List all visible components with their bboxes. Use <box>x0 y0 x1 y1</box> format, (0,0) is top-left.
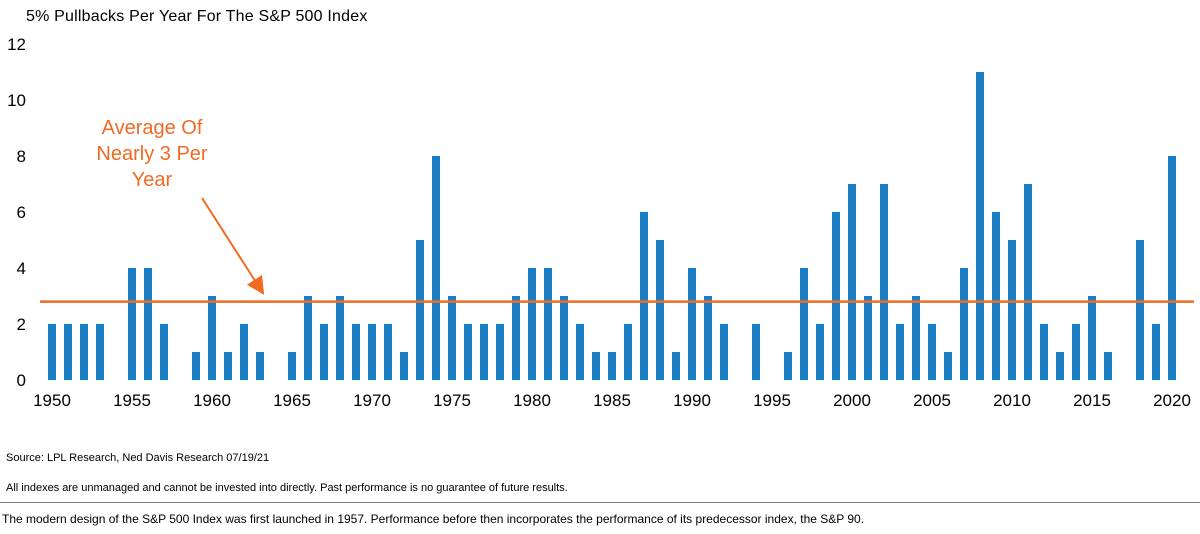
x-axis-label-1980: 1980 <box>513 391 551 410</box>
bar-1991 <box>704 296 712 380</box>
bar-1986 <box>624 324 632 380</box>
footer-divider <box>0 502 1200 503</box>
x-axis-label-1975: 1975 <box>433 391 471 410</box>
annotation-line-0: Average Of <box>102 117 203 139</box>
x-axis-label-2015: 2015 <box>1073 391 1111 410</box>
bar-1999 <box>832 212 840 380</box>
bar-2002 <box>880 184 888 380</box>
bar-1968 <box>336 296 344 380</box>
bar-2008 <box>976 72 984 380</box>
bar-2004 <box>912 296 920 380</box>
y-axis-label-2: 2 <box>17 315 26 334</box>
y-axis-label-4: 4 <box>17 259 26 278</box>
bar-1976 <box>464 324 472 380</box>
annotation-arrow <box>201 197 265 295</box>
bar-2010 <box>1008 240 1016 380</box>
source-text: Source: LPL Research, Ned Davis Research… <box>6 452 270 464</box>
bar-1982 <box>560 296 568 380</box>
y-axis-label-12: 12 <box>7 35 26 54</box>
bar-1967 <box>320 324 328 380</box>
bar-2016 <box>1104 352 1112 380</box>
bar-1992 <box>720 324 728 380</box>
bar-2015 <box>1088 296 1096 380</box>
x-axis-label-1970: 1970 <box>353 391 391 410</box>
bar-1978 <box>496 324 504 380</box>
bar-2001 <box>864 296 872 380</box>
bar-2005 <box>928 324 936 380</box>
bar-2020 <box>1168 156 1176 380</box>
bar-1984 <box>592 352 600 380</box>
bar-1961 <box>224 352 232 380</box>
x-axis-label-1960: 1960 <box>193 391 231 410</box>
bar-1994 <box>752 324 760 380</box>
bar-1956 <box>144 268 152 380</box>
y-axis-label-8: 8 <box>17 147 26 166</box>
y-axis-label-6: 6 <box>17 203 26 222</box>
x-axis-label-1965: 1965 <box>273 391 311 410</box>
x-axis-label-2000: 2000 <box>833 391 871 410</box>
y-axis-label-0: 0 <box>17 371 26 390</box>
chart-title: 5% Pullbacks Per Year For The S&P 500 In… <box>26 8 368 25</box>
x-axis-label-2020: 2020 <box>1153 391 1191 410</box>
bar-1955 <box>128 268 136 380</box>
bar-1970 <box>368 324 376 380</box>
bar-1989 <box>672 352 680 380</box>
y-axis-label-10: 10 <box>7 91 26 110</box>
bar-2011 <box>1024 184 1032 380</box>
x-axis-label-2005: 2005 <box>913 391 951 410</box>
bar-2009 <box>992 212 1000 380</box>
x-axis-label-1990: 1990 <box>673 391 711 410</box>
bar-1983 <box>576 324 584 380</box>
bar-1980 <box>528 268 536 380</box>
bar-2000 <box>848 184 856 380</box>
bar-1959 <box>192 352 200 380</box>
bar-1998 <box>816 324 824 380</box>
bar-2006 <box>944 352 952 380</box>
x-axis-label-2010: 2010 <box>993 391 1031 410</box>
bar-1973 <box>416 240 424 380</box>
bar-1988 <box>656 240 664 380</box>
x-axis-label-1985: 1985 <box>593 391 631 410</box>
annotation-line-1: Nearly 3 Per <box>96 143 207 165</box>
bar-1987 <box>640 212 648 380</box>
annotation-line-2: Year <box>132 169 173 191</box>
x-axis-label-1950: 1950 <box>33 391 71 410</box>
bar-1966 <box>304 296 312 380</box>
bar-2014 <box>1072 324 1080 380</box>
bar-2018 <box>1136 240 1144 380</box>
bar-2019 <box>1152 324 1160 380</box>
bar-1950 <box>48 324 56 380</box>
bar-1990 <box>688 268 696 380</box>
bar-1985 <box>608 352 616 380</box>
bar-1975 <box>448 296 456 380</box>
bar-1997 <box>800 268 808 380</box>
bar-1957 <box>160 324 168 380</box>
bar-1962 <box>240 324 248 380</box>
pullbacks-bar-chart: 0 2 4 6 8 10 12 1950 1955 1960 1965 1970 1975 1980 198… <box>7 35 1194 410</box>
bar-2013 <box>1056 352 1064 380</box>
bar-2003 <box>896 324 904 380</box>
bar-1996 <box>784 352 792 380</box>
bar-1960 <box>208 296 216 380</box>
bar-1979 <box>512 296 520 380</box>
x-axis-label-1955: 1955 <box>113 391 151 410</box>
bar-1969 <box>352 324 360 380</box>
x-axis-label-1995: 1995 <box>753 391 791 410</box>
bar-1974 <box>432 156 440 380</box>
bar-1952 <box>80 324 88 380</box>
bar-2012 <box>1040 324 1048 380</box>
footnote-text: The modern design of the S&P 500 Index w… <box>2 512 865 526</box>
bar-1981 <box>544 268 552 380</box>
bar-1971 <box>384 324 392 380</box>
bar-1953 <box>96 324 104 380</box>
bar-1951 <box>64 324 72 380</box>
bar-1977 <box>480 324 488 380</box>
bar-1972 <box>400 352 408 380</box>
bar-1965 <box>288 352 296 380</box>
bar-2007 <box>960 268 968 380</box>
disclaimer-text: All indexes are unmanaged and cannot be … <box>6 482 568 494</box>
bar-1963 <box>256 352 264 380</box>
